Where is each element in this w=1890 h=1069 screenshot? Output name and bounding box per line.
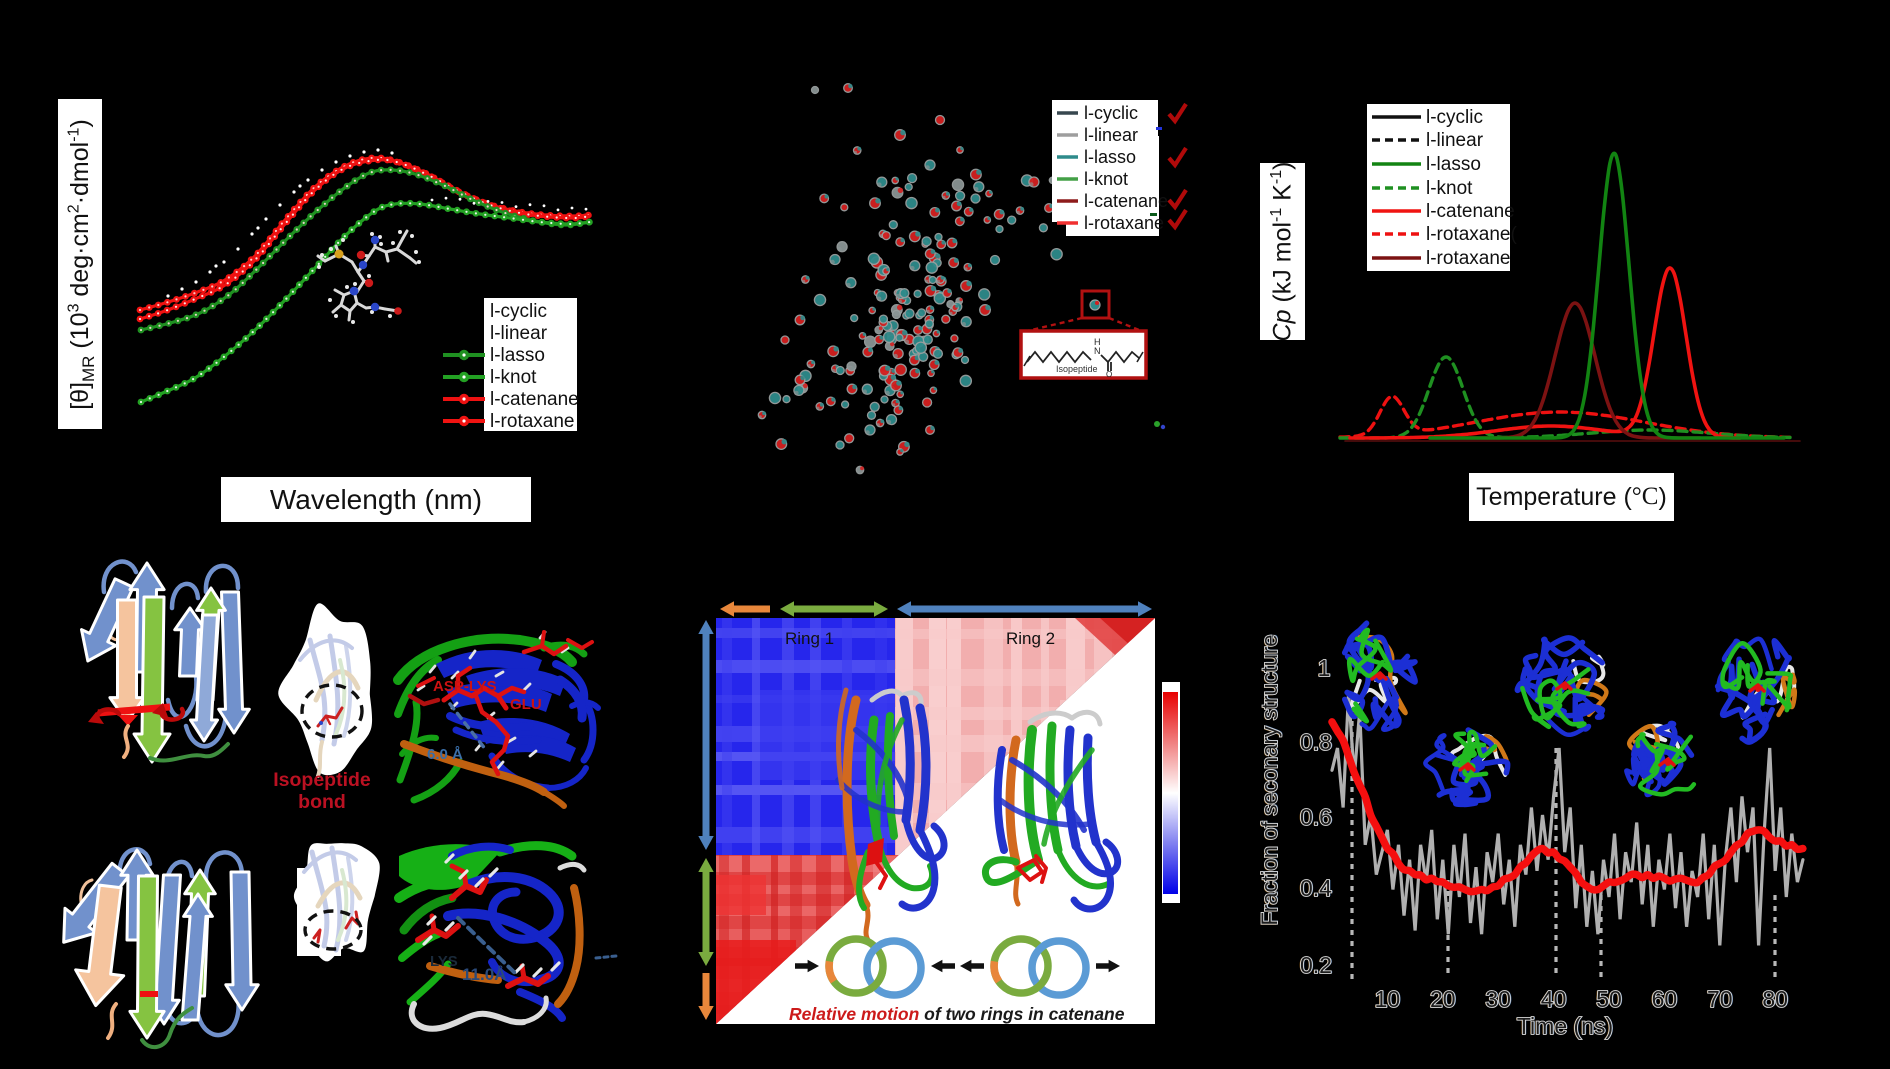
svg-text:l-linear: l-linear (1084, 125, 1138, 145)
svg-text:10: 10 (1375, 986, 1401, 1012)
svg-text:l-lasso: l-lasso (490, 345, 545, 366)
svg-text:l-catenane: l-catenane (1426, 201, 1515, 222)
svg-text:0.8: 0.8 (1299, 729, 1331, 755)
svg-text:ASP-LYS: ASP-LYS (433, 678, 497, 695)
svg-text:6.0 Å: 6.0 Å (427, 746, 463, 763)
svg-text:0.8: 0.8 (1300, 729, 1332, 755)
svg-text:0.6: 0.6 (1301, 804, 1333, 830)
svg-text:Time (ns): Time (ns) (1518, 1013, 1614, 1039)
svg-text:70: 70 (1706, 986, 1732, 1012)
svg-text:l-linear: l-linear (490, 323, 548, 344)
svg-text:40: 40 (1540, 986, 1566, 1012)
svg-text:l-catenane: l-catenane (1084, 191, 1168, 211)
svg-text:Ring 2: Ring 2 (1006, 629, 1055, 648)
svg-text:70: 70 (1708, 986, 1734, 1012)
svg-text:l-lasso: l-lasso (1084, 147, 1136, 167)
svg-text:1: 1 (1319, 655, 1332, 681)
svg-text:60: 60 (1652, 986, 1678, 1012)
svg-text:Isopeptide: Isopeptide (1056, 364, 1098, 374)
svg-text:10: 10 (1373, 986, 1399, 1012)
svg-text:O: O (1106, 370, 1112, 379)
svg-text:LYS: LYS (430, 953, 458, 970)
svg-text:80: 80 (1764, 986, 1790, 1012)
svg-text:50: 50 (1598, 986, 1624, 1012)
svg-text:l-knot: l-knot (490, 367, 537, 388)
svg-text:Fraction of seconary structure: Fraction of seconary structure (1257, 634, 1282, 925)
svg-text:0.4: 0.4 (1300, 875, 1332, 901)
svg-text:0.6: 0.6 (1300, 804, 1332, 830)
svg-text:20: 20 (1430, 986, 1456, 1012)
svg-text:20: 20 (1429, 986, 1455, 1012)
svg-text:50: 50 (1595, 986, 1621, 1012)
svg-text:bond: bond (298, 791, 346, 813)
svg-text:l-linear: l-linear (1426, 130, 1484, 151)
svg-text:60: 60 (1653, 986, 1679, 1012)
svg-text:l-cyclic: l-cyclic (1084, 103, 1138, 123)
svg-text:20: 20 (1431, 986, 1457, 1012)
svg-text:l-cyclic: l-cyclic (490, 301, 547, 322)
svg-text:0.2: 0.2 (1299, 952, 1331, 978)
svg-text:l-catenane: l-catenane (490, 389, 579, 410)
svg-text:l-rotaxane: l-rotaxane (490, 411, 575, 432)
svg-text:l-cyclic: l-cyclic (1426, 107, 1483, 128)
svg-text:0.6: 0.6 (1299, 804, 1331, 830)
svg-text:0.4: 0.4 (1299, 875, 1331, 901)
svg-text:0.2: 0.2 (1300, 952, 1332, 978)
svg-text:l-rotaxane: l-rotaxane (1084, 213, 1164, 233)
svg-text:l-knot: l-knot (1084, 169, 1128, 189)
svg-text:80: 80 (1761, 986, 1787, 1012)
svg-text:50: 50 (1596, 986, 1622, 1012)
svg-text:60: 60 (1650, 986, 1676, 1012)
svg-text:0.2: 0.2 (1301, 952, 1333, 978)
svg-text:30: 30 (1484, 986, 1510, 1012)
svg-text:1: 1 (1316, 655, 1329, 681)
svg-text:0.4: 0.4 (1301, 875, 1333, 901)
svg-text:70: 70 (1707, 986, 1733, 1012)
svg-text:Fraction of seconary structure: Fraction of seconary structure (1258, 633, 1283, 924)
svg-text:Relative motion of two rings i: Relative motion of two rings in catenane (789, 1004, 1125, 1024)
svg-text:Time (ns): Time (ns) (1516, 1013, 1612, 1039)
svg-text:GLU: GLU (510, 696, 542, 713)
svg-text:10: 10 (1376, 986, 1402, 1012)
svg-text:40: 40 (1542, 986, 1568, 1012)
svg-text:40: 40 (1541, 986, 1567, 1012)
svg-text:11.0Å: 11.0Å (462, 965, 506, 984)
svg-text:Ring 1: Ring 1 (785, 629, 834, 648)
svg-text:l-rotaxane: l-rotaxane (1426, 248, 1511, 269)
svg-text:Isopeptide: Isopeptide (273, 769, 371, 791)
svg-text:l-rotaxane(: l-rotaxane( (1426, 224, 1517, 245)
svg-text:N: N (1094, 346, 1101, 356)
svg-text:30: 30 (1485, 986, 1511, 1012)
svg-text:l-knot: l-knot (1426, 178, 1473, 199)
svg-text:Time (ns): Time (ns) (1517, 1013, 1613, 1039)
svg-text:80: 80 (1762, 986, 1788, 1012)
svg-text:H: H (1094, 337, 1101, 347)
svg-text:1: 1 (1318, 655, 1331, 681)
svg-text:l-lasso: l-lasso (1426, 154, 1481, 175)
svg-text:Fraction of seconary structure: Fraction of seconary structure (1256, 635, 1281, 926)
svg-text:30: 30 (1487, 986, 1513, 1012)
svg-text:0.8: 0.8 (1301, 729, 1333, 755)
